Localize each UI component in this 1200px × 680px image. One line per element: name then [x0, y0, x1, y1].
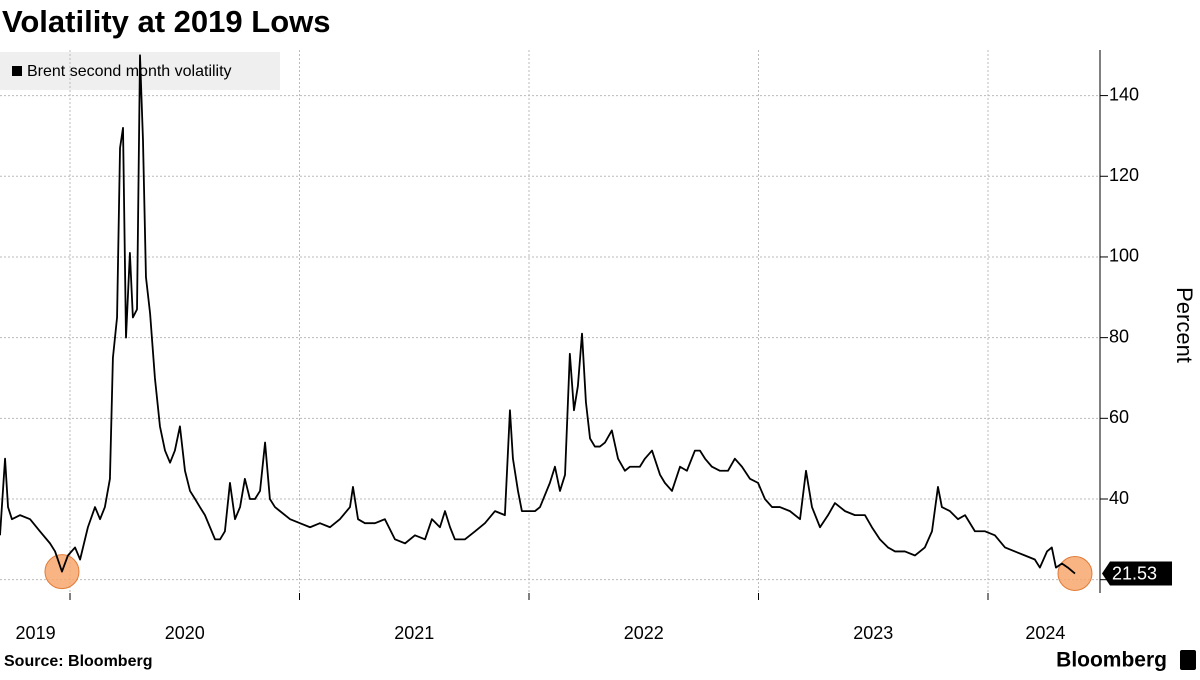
y-tick-label: 40	[1109, 488, 1129, 508]
chart-title: Volatility at 2019 Lows	[2, 4, 330, 39]
x-tick-label: 2024	[1025, 623, 1065, 643]
x-tick-label: 2021	[394, 623, 434, 643]
x-tick-label: 2023	[853, 623, 893, 643]
y-tick-label: 80	[1109, 326, 1129, 346]
x-tick-label: 2020	[165, 623, 205, 643]
brand-icon	[1180, 650, 1196, 670]
x-tick-label: 2019	[16, 623, 56, 643]
y-axis-label: Percent	[1172, 287, 1197, 363]
last-value-tag	[1102, 561, 1172, 586]
brand: Bloomberg	[1056, 649, 1167, 672]
highlight	[1057, 556, 1093, 592]
y-tick-label: 60	[1109, 407, 1129, 427]
legend-swatch	[12, 66, 22, 76]
y-tick-label: 120	[1109, 165, 1139, 185]
source: Source: Bloomberg	[4, 653, 152, 670]
last-value-label: 21.53	[1112, 563, 1157, 583]
y-tick-label: 100	[1109, 246, 1139, 266]
legend-label: Brent second month volatility	[27, 63, 232, 80]
x-tick-label: 2022	[624, 623, 664, 643]
y-tick-label: 140	[1109, 84, 1139, 104]
line	[0, 54, 1076, 575]
